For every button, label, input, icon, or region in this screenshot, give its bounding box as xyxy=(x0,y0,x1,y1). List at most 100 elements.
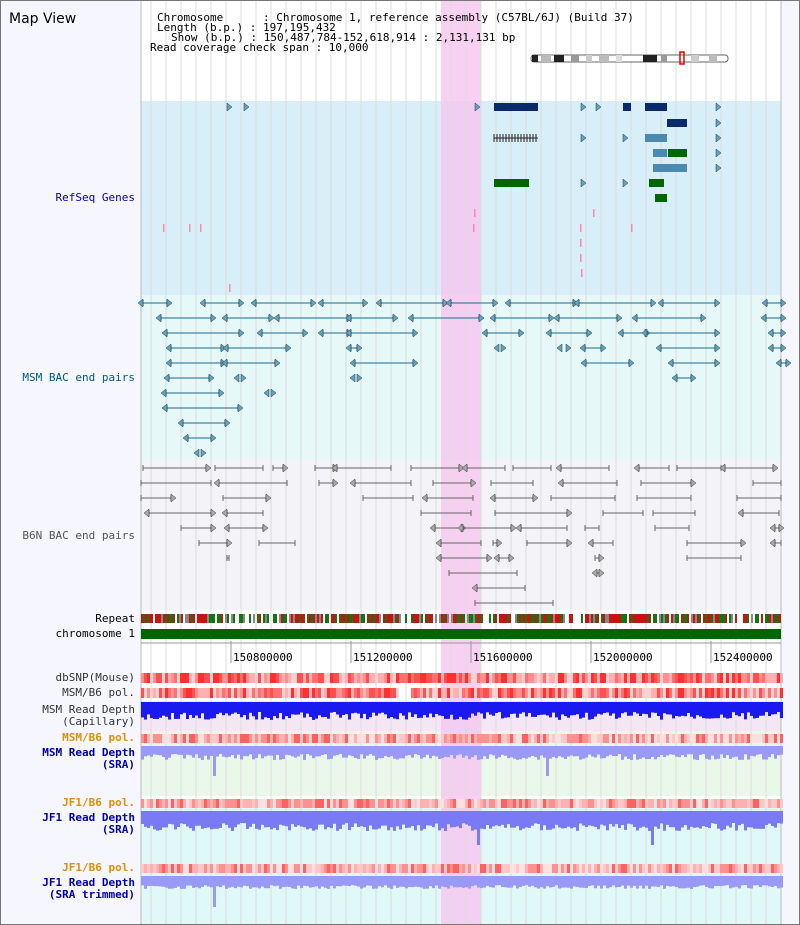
heat-cell xyxy=(735,799,738,808)
heat-cell xyxy=(171,799,174,808)
heat-cell xyxy=(531,673,534,683)
repeat-element xyxy=(721,614,723,623)
heat-cell xyxy=(195,864,198,873)
heat-cell xyxy=(726,734,729,743)
depth-bar xyxy=(723,746,726,758)
heat-cell xyxy=(294,864,297,873)
heat-cell xyxy=(510,864,513,873)
depth-bar xyxy=(414,746,417,755)
b6n-bac-end xyxy=(510,523,517,533)
depth-bar xyxy=(660,811,663,824)
repeat-element xyxy=(541,614,543,623)
repeat-element xyxy=(493,614,495,623)
repeat-element xyxy=(317,614,319,623)
heat-cell xyxy=(303,688,306,698)
depth-bar xyxy=(318,702,321,716)
chromosome-bar[interactable] xyxy=(141,629,781,639)
repeat-element xyxy=(747,614,749,623)
depth-bar xyxy=(528,702,531,713)
axis-tick-label: 151600000 xyxy=(473,651,533,664)
repeat-element xyxy=(479,614,481,623)
heat-cell xyxy=(345,734,348,743)
b6n-bac-track[interactable] xyxy=(140,463,785,606)
msm-bac-end xyxy=(548,313,555,323)
heat-cell xyxy=(486,688,489,698)
heat-cell xyxy=(306,799,309,808)
depth-bar xyxy=(753,876,756,886)
depth-bar xyxy=(180,746,183,755)
highlight-region[interactable] xyxy=(441,1,481,924)
heat-cell xyxy=(501,688,504,698)
heat-cell xyxy=(729,673,732,683)
heat-cell xyxy=(501,673,504,683)
heat-cell xyxy=(267,799,270,808)
repeat-element xyxy=(343,614,345,623)
heat-cell xyxy=(600,688,603,698)
depth-bar xyxy=(486,702,489,713)
depth-bar xyxy=(663,746,666,758)
heat-cell xyxy=(177,688,180,698)
depth-bar xyxy=(471,746,474,758)
b6n-bac-end xyxy=(421,493,428,503)
heat-cell xyxy=(444,688,447,698)
depth-bar xyxy=(345,876,348,886)
heat-cell xyxy=(612,799,615,808)
depth-bar xyxy=(717,702,720,719)
depth-bar xyxy=(243,876,246,886)
depth-bar xyxy=(309,746,312,756)
heat-cell xyxy=(705,734,708,743)
depth-bar xyxy=(402,702,405,716)
msm-bac-end xyxy=(761,298,768,308)
heat-cell xyxy=(633,673,636,683)
heat-cell xyxy=(294,673,297,683)
depth-bar xyxy=(645,876,648,886)
repeat-element xyxy=(489,614,491,623)
depth-bar xyxy=(333,702,336,713)
heat-cell xyxy=(300,734,303,743)
heat-cell xyxy=(732,864,735,873)
heat-cell xyxy=(528,799,531,808)
depth-bar xyxy=(282,702,285,720)
heat-cell xyxy=(774,673,777,683)
repeat-track[interactable] xyxy=(141,614,781,623)
depth-bar xyxy=(420,876,423,888)
depth-bar xyxy=(261,811,264,825)
heat-cell xyxy=(306,864,309,873)
chromosome-ideogram[interactable] xyxy=(530,51,729,65)
heat-cell xyxy=(669,734,672,743)
gene-tick xyxy=(200,224,202,232)
depth-bar xyxy=(771,876,774,887)
b6n-bac-end xyxy=(740,538,747,548)
depth-bar xyxy=(141,811,144,824)
depth-bar xyxy=(216,702,219,715)
heat-cell xyxy=(489,864,492,873)
heat-cell xyxy=(303,864,306,873)
depth-bar xyxy=(282,876,285,888)
heat-cell xyxy=(573,688,576,698)
depth-bar xyxy=(210,811,213,830)
depth-bar xyxy=(585,702,588,713)
heat-cell xyxy=(591,734,594,743)
b6n-bac-end xyxy=(282,463,289,473)
heat-cell xyxy=(255,673,258,683)
heat-cell xyxy=(630,864,633,873)
depth-bar xyxy=(156,811,159,831)
heat-cell xyxy=(153,734,156,743)
depth-bar xyxy=(339,876,342,887)
msm-bac-track[interactable] xyxy=(137,298,792,458)
refseq-genes-track[interactable] xyxy=(163,102,722,292)
depth-bar xyxy=(489,876,492,888)
depth-bar xyxy=(387,746,390,758)
heat-cell xyxy=(777,734,780,743)
depth-bar xyxy=(219,811,222,828)
heat-cell xyxy=(270,673,273,683)
repeat-element xyxy=(631,614,633,623)
heat-cell xyxy=(444,673,447,683)
heat-cell xyxy=(366,734,369,743)
heat-cell xyxy=(531,688,534,698)
repeat-element xyxy=(345,614,347,623)
depth-bar xyxy=(705,746,708,759)
depth-bar xyxy=(561,746,564,758)
